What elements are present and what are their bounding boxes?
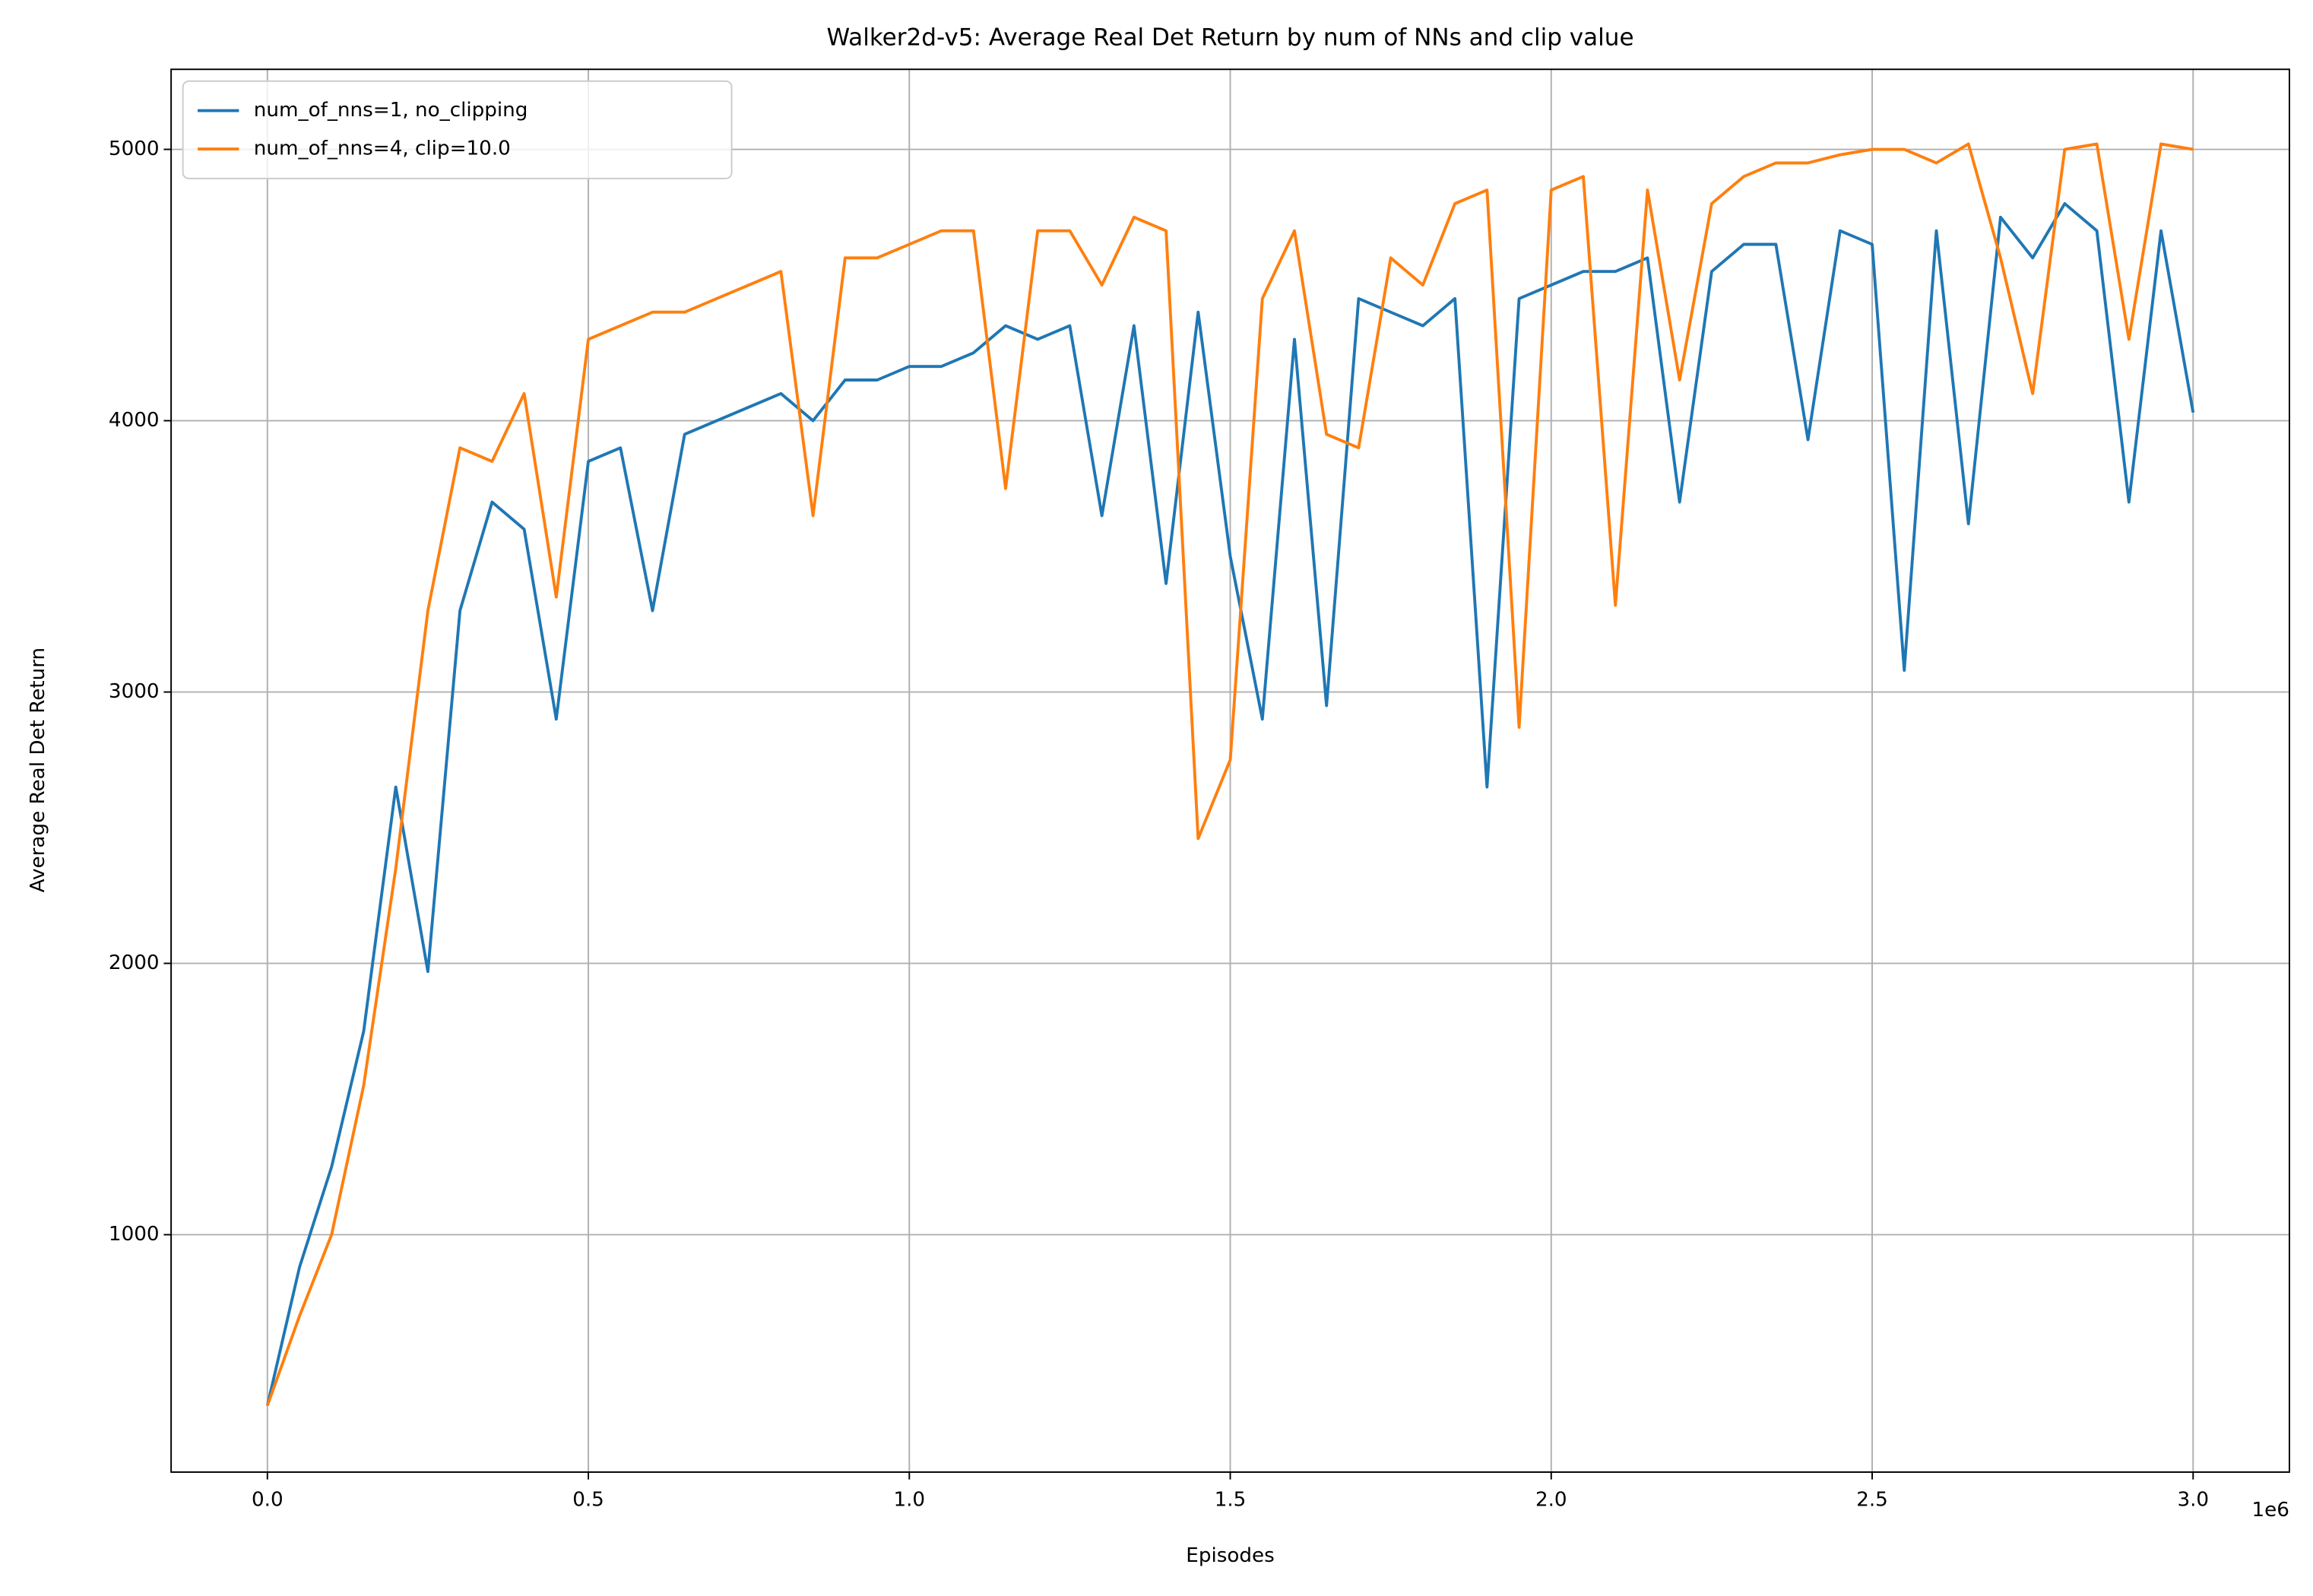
- x-axis-label: Episodes: [1186, 1544, 1274, 1567]
- series-line: [265, 142, 2194, 1407]
- x-tick-label: 1.5: [1215, 1488, 1247, 1511]
- y-tick-label: 1000: [109, 1223, 160, 1246]
- y-tick-label: 5000: [109, 138, 160, 160]
- x-tick-label: 2.5: [1856, 1488, 1888, 1511]
- legend-label: num_of_nns=4, clip=10.0: [254, 138, 511, 160]
- y-tick-label: 3000: [109, 680, 160, 703]
- plot-frame: [170, 68, 2290, 1473]
- x-offset-label: 1e6: [2252, 1499, 2289, 1522]
- x-tick-label: 3.0: [2177, 1488, 2209, 1511]
- x-tick-label: 0.5: [572, 1488, 604, 1511]
- x-tick-label: 2.0: [1535, 1488, 1567, 1511]
- legend: num_of_nns=1, no_clipping num_of_nns=4, c…: [182, 80, 733, 179]
- series-line: [265, 201, 2195, 1406]
- y-tick-label: 2000: [109, 952, 160, 974]
- legend-label: num_of_nns=1, no_clipping: [254, 99, 528, 122]
- y-axis-label: Average Real Det Return: [27, 648, 49, 892]
- x-tick-label: 0.0: [252, 1488, 284, 1511]
- legend-box: [182, 80, 733, 179]
- y-tick-label: 4000: [109, 409, 160, 432]
- chart-title: Walker2d-v5: Average Real Det Return by …: [826, 24, 1633, 51]
- x-tick-label: 1.0: [893, 1488, 925, 1511]
